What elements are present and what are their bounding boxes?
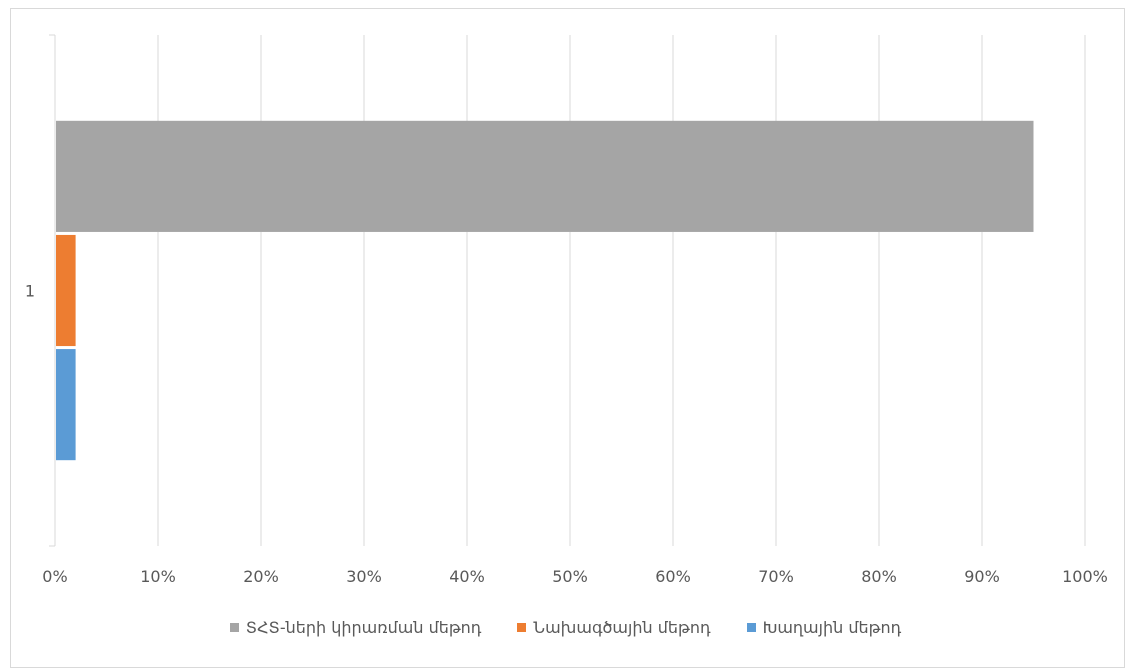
- legend-item: Նախագծային մեթոդ: [517, 617, 711, 637]
- x-tick-label: 70%: [758, 567, 794, 586]
- legend-swatch: [229, 622, 239, 632]
- legend-swatch: [517, 622, 527, 632]
- x-tick-label: 10%: [140, 567, 176, 586]
- bar: [56, 349, 76, 461]
- legend-label: ՏՀՏ-ների կիրառման մեթոդ: [245, 617, 482, 637]
- x-tick-label: 30%: [346, 567, 382, 586]
- x-tick-label: 60%: [655, 567, 691, 586]
- x-tick-label: 90%: [964, 567, 1000, 586]
- bar-chart: 0% 10% 20% 30% 40% 50% 60% 70% 80% 90% 100% 1: [25, 34, 1108, 586]
- legend-swatch: [746, 622, 756, 632]
- gridlines: [157, 35, 1086, 546]
- x-tick-labels: 0% 10% 20% 30% 40% 50% 60% 70% 80% 90% 100%: [42, 567, 1108, 586]
- x-tick-label: 20%: [243, 567, 279, 586]
- bar: [56, 120, 1034, 232]
- axis-lines: [49, 34, 56, 547]
- legend-label: Խաղային մեթոդ: [762, 617, 902, 637]
- x-tick-label: 80%: [861, 567, 897, 586]
- legend: ՏՀՏ-ների կիրառման մեթոդ Նախագծային մեթոդ Խ…: [0, 613, 1131, 641]
- x-tick-label: 50%: [552, 567, 588, 586]
- x-tick-label: 0%: [42, 567, 67, 586]
- bar: [56, 234, 76, 347]
- x-tick-label: 40%: [449, 567, 485, 586]
- x-tick-label: 100%: [1062, 567, 1108, 586]
- bars: [56, 120, 1034, 461]
- legend-item: Խաղային մեթոդ: [746, 617, 902, 637]
- legend-label: Նախագծային մեթոդ: [533, 617, 711, 637]
- y-tick-label: 1: [25, 282, 35, 301]
- legend-item: ՏՀՏ-ների կիրառման մեթոդ: [229, 617, 482, 637]
- y-tick-labels: 1: [25, 282, 35, 301]
